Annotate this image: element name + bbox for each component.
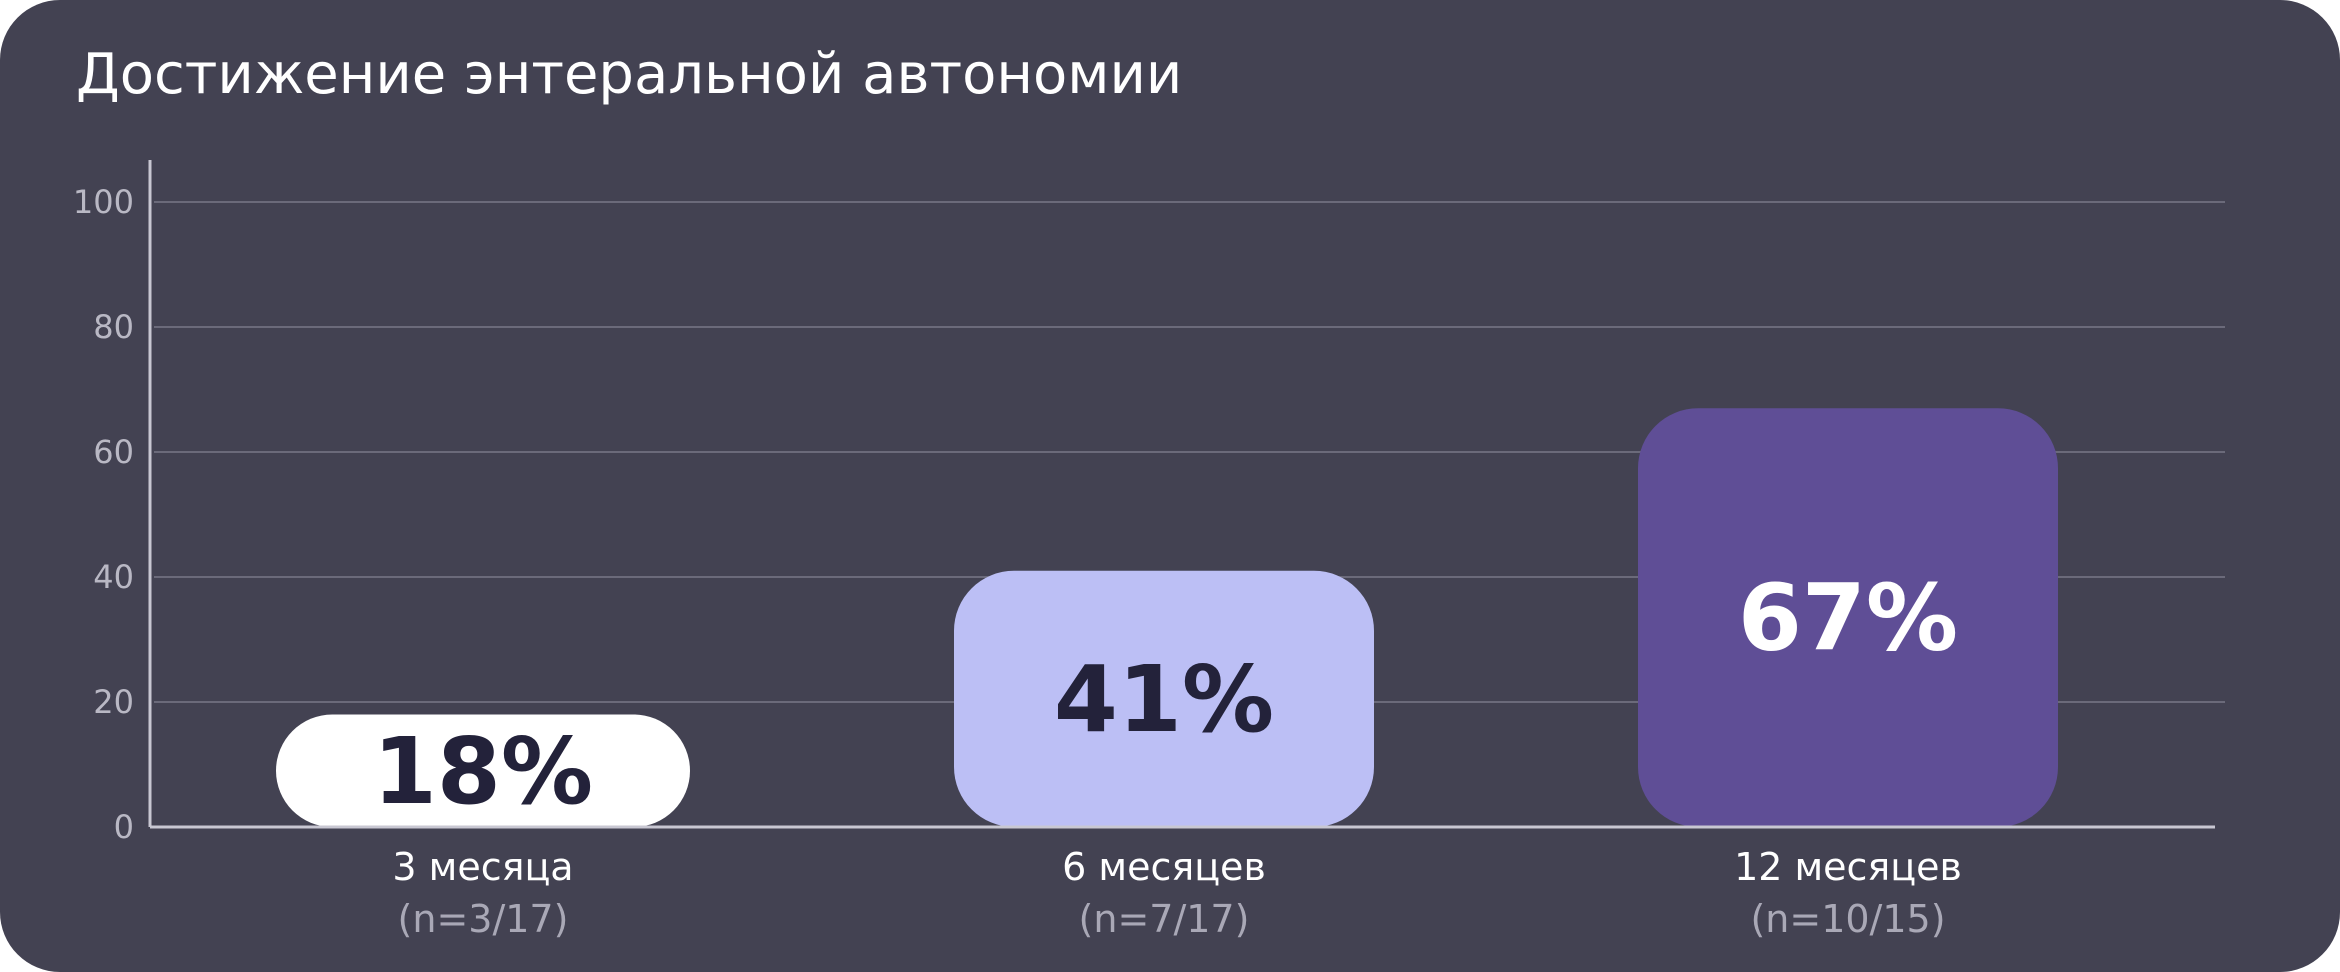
- y-tick-label: 80: [93, 308, 134, 346]
- y-tick-label: 100: [73, 183, 134, 221]
- y-tick-label: 40: [93, 558, 134, 596]
- y-tick-label: 20: [93, 683, 134, 721]
- x-subcategory-label: (n=10/15): [1750, 897, 1945, 941]
- x-category-label: 3 месяца: [392, 845, 573, 889]
- bar-1: [276, 714, 690, 827]
- y-tick-label: 60: [93, 433, 134, 471]
- bar-value-label: 18%: [373, 718, 593, 825]
- x-category-label: 12 месяцев: [1734, 845, 1962, 889]
- chart-title: Достижение энтеральной автономии: [76, 42, 1183, 107]
- bar-value-label: 41%: [1054, 646, 1274, 753]
- bar-2: [954, 570, 1374, 827]
- x-subcategory-label: (n=7/17): [1079, 897, 1250, 941]
- y-tick-label: 0: [114, 808, 134, 846]
- bar-value-label: 67%: [1738, 565, 1958, 672]
- bar-3: [1638, 408, 2058, 827]
- x-subcategory-label: (n=3/17): [398, 897, 569, 941]
- x-category-label: 6 месяцев: [1062, 845, 1266, 889]
